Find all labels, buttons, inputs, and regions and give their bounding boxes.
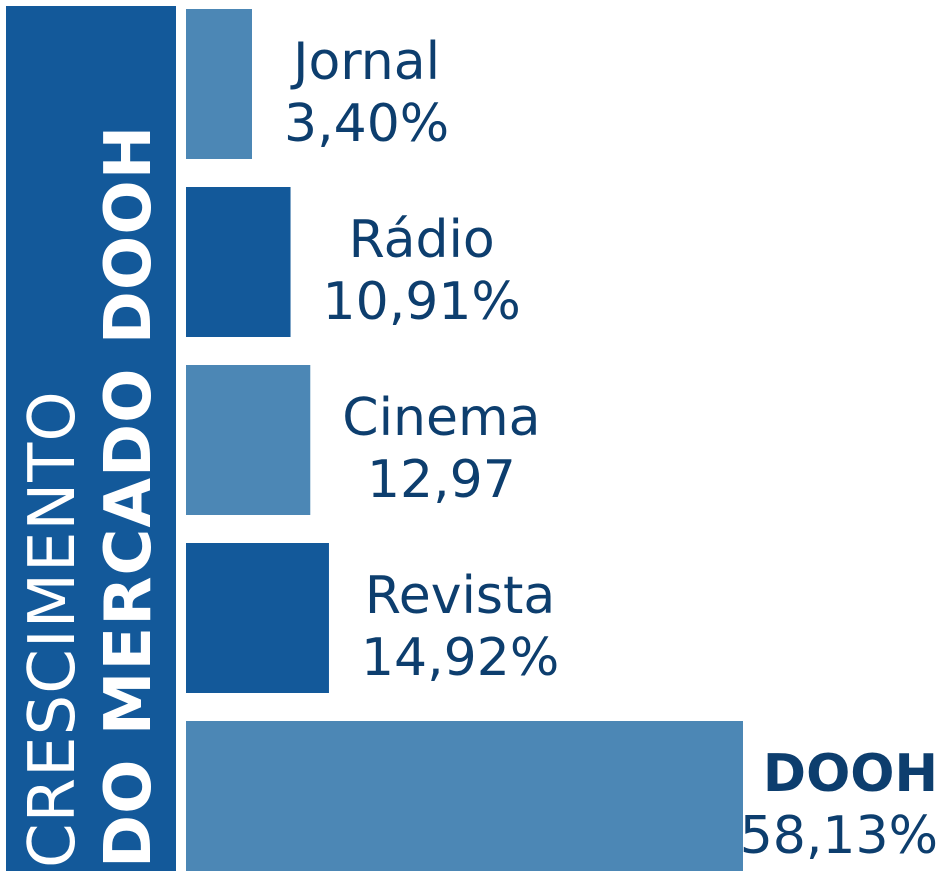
- bar-cinema: [186, 365, 311, 515]
- category-label-jornal: Jornal: [290, 32, 440, 92]
- value-label-jornal: 3,40%: [284, 94, 449, 154]
- value-label-cinema: 12,97: [367, 450, 516, 510]
- bar-dooh: [186, 721, 743, 871]
- value-label-revista: 14,92%: [361, 628, 559, 688]
- category-label-dooh: DOOH: [763, 744, 938, 804]
- category-label-revista: Revista: [365, 566, 555, 626]
- bar-revista: [186, 543, 329, 693]
- value-label-radio: 10,91%: [323, 272, 521, 332]
- chart-title-bar: [6, 6, 176, 871]
- category-label-radio: Rádio: [349, 210, 495, 270]
- category-label-cinema: Cinema: [342, 388, 540, 448]
- bar-radio: [186, 187, 291, 337]
- value-label-dooh: 58,13%: [740, 806, 938, 866]
- bar-jornal: [186, 9, 252, 159]
